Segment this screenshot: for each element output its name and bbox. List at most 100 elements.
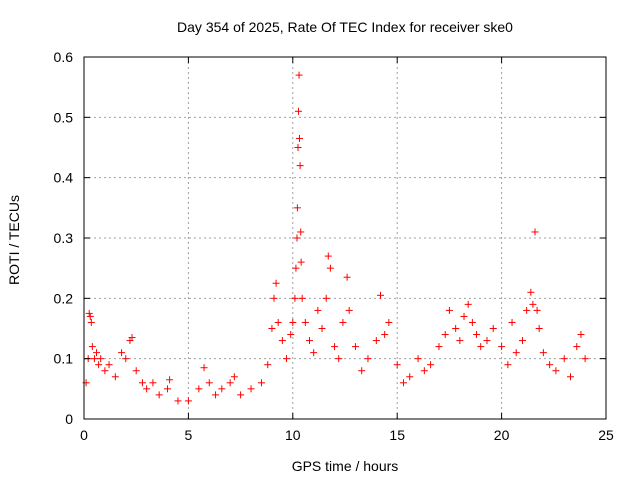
data-point [128,334,136,342]
data-point [138,379,146,387]
y-tick-label: 0 [65,411,73,427]
data-point [85,309,93,317]
data-point [318,325,326,332]
data-point [435,343,443,351]
data-point [306,337,314,345]
grid [84,57,606,419]
data-point [97,355,105,363]
data-point [291,294,299,302]
data-point [296,162,304,170]
data-point [212,391,220,399]
data-point [529,300,537,308]
y-axis-label: ROTI / TECUs [6,195,22,285]
data-point [427,361,435,369]
data-point [278,337,286,345]
data-point [531,228,539,236]
data-point [324,252,332,260]
data-point [351,343,359,351]
data-point [508,318,516,326]
data-point [101,367,109,375]
data-point [314,306,322,314]
data-point [287,331,295,339]
y-tick-label: 0.1 [54,351,74,367]
data-point [294,107,302,115]
data-point [339,318,347,326]
data-point [195,385,203,393]
data-point [295,134,303,142]
x-tick-label: 5 [185,427,193,443]
y-tick-label: 0.2 [54,290,74,306]
data-point [297,228,305,236]
data-point [441,331,449,339]
data-point [533,306,541,314]
x-tick-label: 20 [494,427,510,443]
data-point [523,306,531,314]
data-point [230,373,238,381]
data-point [226,379,234,387]
data-point [105,361,113,369]
data-point [310,349,318,357]
data-point [345,306,353,314]
y-tick-label: 0.3 [54,230,74,246]
data-point [399,379,407,387]
data-point [301,318,309,326]
data-point [335,355,343,363]
data-point [326,264,334,272]
x-tick-label: 25 [598,427,614,443]
data-point [289,318,297,326]
data-point [132,367,140,375]
chart-title: Day 354 of 2025, Rate Of TEC Index for r… [177,19,513,35]
data-point [420,367,428,375]
data-point [283,355,291,363]
data-point [577,331,585,339]
data-point [385,318,393,326]
data-point [295,71,303,79]
data-point [512,349,520,357]
data-point [464,300,472,308]
data-point [414,355,422,363]
data-point [581,355,589,363]
data-point [504,361,512,369]
data-point [298,294,306,302]
data-point [376,291,384,299]
data-point [95,361,103,369]
data-point [200,364,208,372]
data-point [364,355,372,363]
data-point [552,367,560,375]
data-point [270,294,278,302]
data-point [518,337,526,345]
data-point [372,337,380,345]
data-point [272,279,280,287]
data-point [452,325,460,332]
data-point [218,385,226,393]
data-point [393,361,401,369]
data-point [87,318,95,326]
data-point [293,204,301,212]
data-point [546,361,554,369]
data-point [247,385,255,393]
data-point [535,325,543,332]
y-tick-label: 0.4 [54,170,74,186]
data-point [292,264,300,272]
data-point [166,376,174,384]
data-point [143,385,151,393]
x-axis-label: GPS time / hours [292,458,399,474]
data-point [264,361,272,369]
data-point [268,325,276,332]
data-point [567,373,575,381]
data-point [539,349,547,357]
data-point [456,337,464,345]
data-point [343,273,351,281]
data-point [381,331,389,339]
data-point [498,343,506,351]
data-point [294,144,302,151]
axis-ticks: 0 5 10 15 20 25 0 0.1 0.2 0.3 0.4 0.5 0.6 [54,49,614,443]
data-point [111,373,119,381]
data-point [122,355,130,363]
data-point [174,397,182,405]
data-point [477,343,485,351]
data-point [483,337,491,345]
x-tick-label: 15 [389,427,405,443]
data-point [205,379,213,387]
data-point [460,312,468,320]
